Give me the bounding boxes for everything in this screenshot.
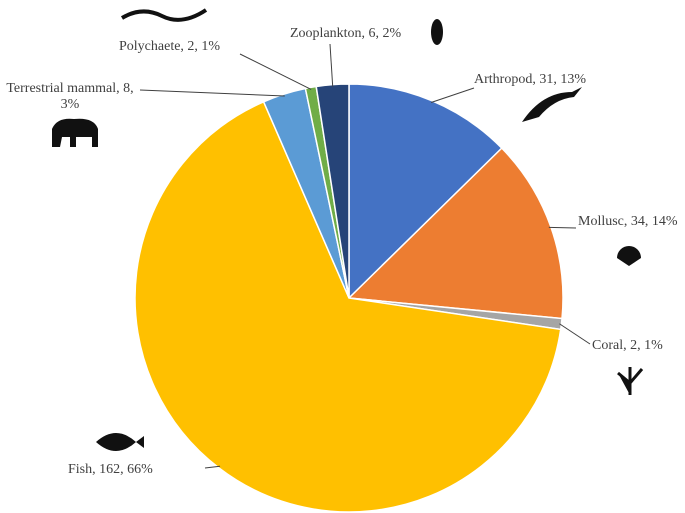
leader-line	[329, 43, 334, 87]
data-label: Mollusc, 34, 14%	[578, 214, 678, 229]
leader-line	[204, 465, 221, 469]
leader-line	[239, 53, 312, 90]
icons	[52, 8, 644, 451]
leader-line	[548, 226, 577, 229]
data-label: Terrestrial mammal, 8, 3%	[6, 81, 133, 112]
fish-icon	[96, 433, 144, 451]
data-label: Zooplankton, 6, 2%	[290, 26, 402, 41]
data-label: Coral, 2, 1%	[592, 338, 663, 353]
pie-slice	[134, 100, 562, 513]
leader-line	[559, 323, 591, 345]
label-line: Terrestrial mammal, 8,	[6, 81, 133, 96]
data-label: Arthropod, 31, 13%	[474, 72, 586, 87]
leader-line	[430, 87, 475, 104]
zooplankton-icon	[431, 19, 443, 45]
mollusc-icon	[617, 246, 641, 266]
elephant-icon	[52, 118, 98, 147]
pie-slice	[348, 83, 503, 300]
arthropod-icon	[522, 87, 582, 122]
polychaete-icon	[120, 8, 208, 22]
label-line: 3%	[61, 97, 80, 112]
coral-icon	[617, 367, 644, 395]
leader-line	[139, 89, 285, 97]
data-label: Fish, 162, 66%	[68, 462, 153, 477]
data-label: Polychaete, 2, 1%	[119, 39, 220, 54]
pie-slice	[347, 147, 564, 320]
